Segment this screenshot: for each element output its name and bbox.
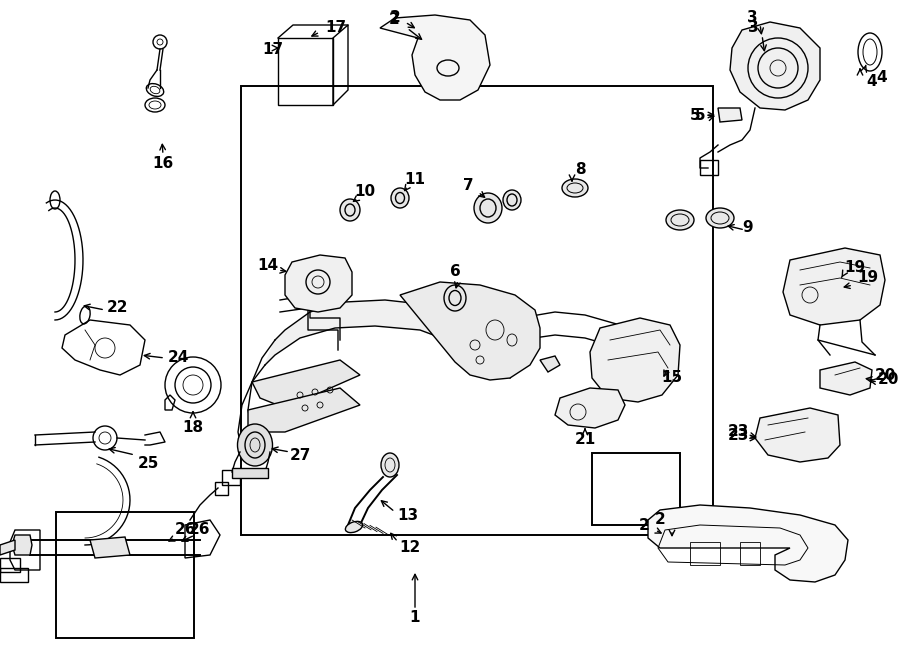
Text: 26: 26 <box>189 522 211 537</box>
Polygon shape <box>718 108 742 122</box>
Ellipse shape <box>666 210 694 230</box>
Text: 10: 10 <box>355 184 375 200</box>
Text: 9: 9 <box>742 221 753 235</box>
Text: 16: 16 <box>152 157 174 171</box>
Bar <box>56 512 194 638</box>
Text: 2: 2 <box>639 518 650 533</box>
Polygon shape <box>590 318 680 402</box>
Text: 20: 20 <box>878 373 899 387</box>
Text: 25: 25 <box>138 455 158 471</box>
Polygon shape <box>0 540 15 555</box>
Text: 4: 4 <box>877 71 887 85</box>
Polygon shape <box>285 255 352 312</box>
Polygon shape <box>90 537 130 558</box>
Ellipse shape <box>381 453 399 477</box>
Text: 2: 2 <box>390 9 400 24</box>
Polygon shape <box>555 388 625 428</box>
Ellipse shape <box>503 190 521 210</box>
Text: 27: 27 <box>289 449 310 463</box>
Text: 5: 5 <box>689 108 700 122</box>
Text: 1: 1 <box>410 611 420 625</box>
Text: 2: 2 <box>389 13 400 28</box>
Bar <box>215 482 228 495</box>
Ellipse shape <box>346 522 363 533</box>
Polygon shape <box>380 15 490 100</box>
Text: 17: 17 <box>326 20 346 36</box>
Text: 4: 4 <box>867 75 877 89</box>
Text: 15: 15 <box>662 371 682 385</box>
Text: 3: 3 <box>747 11 757 26</box>
Text: 2: 2 <box>654 512 665 527</box>
Text: 20: 20 <box>874 368 896 383</box>
Ellipse shape <box>706 208 734 228</box>
Text: 22: 22 <box>107 301 129 315</box>
Polygon shape <box>783 248 885 325</box>
Text: 5: 5 <box>695 108 706 122</box>
Text: 23: 23 <box>727 424 749 440</box>
Polygon shape <box>252 360 360 408</box>
Text: 13: 13 <box>398 508 418 524</box>
Polygon shape <box>820 362 872 395</box>
Polygon shape <box>730 22 820 110</box>
Text: 21: 21 <box>574 432 596 447</box>
Ellipse shape <box>340 199 360 221</box>
Text: 8: 8 <box>575 163 585 178</box>
Text: 23: 23 <box>727 428 749 442</box>
Polygon shape <box>540 356 560 372</box>
Polygon shape <box>400 282 540 380</box>
Ellipse shape <box>391 188 409 208</box>
Bar <box>0 558 20 572</box>
Bar <box>690 542 720 565</box>
Polygon shape <box>265 300 520 378</box>
Bar <box>222 470 240 485</box>
Ellipse shape <box>238 424 273 466</box>
Bar <box>740 542 760 565</box>
Polygon shape <box>248 388 360 432</box>
Text: 3: 3 <box>748 20 759 34</box>
Bar <box>700 160 718 175</box>
Polygon shape <box>12 535 32 555</box>
Bar <box>592 453 680 525</box>
Polygon shape <box>648 505 848 582</box>
Ellipse shape <box>562 179 588 197</box>
Text: 11: 11 <box>404 173 426 188</box>
Polygon shape <box>232 468 268 478</box>
Text: 18: 18 <box>183 420 203 436</box>
Text: 12: 12 <box>400 541 420 555</box>
Ellipse shape <box>444 285 466 311</box>
Text: 19: 19 <box>858 270 878 286</box>
Bar <box>0 568 28 582</box>
Polygon shape <box>755 408 840 462</box>
Ellipse shape <box>474 193 502 223</box>
Text: 6: 6 <box>450 264 461 280</box>
Text: 14: 14 <box>257 258 279 272</box>
Text: 7: 7 <box>463 178 473 194</box>
Text: 26: 26 <box>175 522 196 537</box>
Bar <box>241 86 713 535</box>
Text: 24: 24 <box>167 350 189 366</box>
Text: 19: 19 <box>844 260 866 276</box>
Text: 17: 17 <box>262 42 284 58</box>
